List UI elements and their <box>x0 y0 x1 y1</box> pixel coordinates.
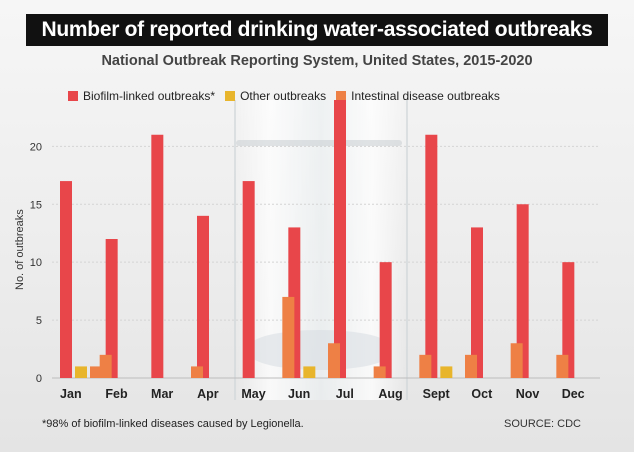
bar-other-sept <box>440 366 453 378</box>
x-tick-label: Nov <box>516 387 540 401</box>
water-glass-rim <box>236 140 402 146</box>
title-banner: Number of reported drinking water-associ… <box>26 14 608 46</box>
bar-intestinal-nov <box>510 343 523 378</box>
y-tick-label: 10 <box>30 257 42 269</box>
chart-subtitle: National Outbreak Reporting System, Unit… <box>101 53 533 69</box>
bar-biofilm-feb <box>105 239 118 378</box>
bar-biofilm-mar <box>151 134 164 378</box>
legend-label-other: Other outbreaks <box>240 89 327 103</box>
legend-label-intestinal: Intestinal disease outbreaks <box>351 89 500 103</box>
legend-item-other: Other outbreaks <box>225 89 326 103</box>
bar-biofilm-jan <box>60 181 72 378</box>
x-tick-label: Dec <box>562 387 585 401</box>
bar-biofilm-apr <box>197 215 209 378</box>
y-tick-label: 0 <box>36 373 42 385</box>
bar-biofilm-dec <box>562 262 575 378</box>
legend: Biofilm-linked outbreaks* Other outbreak… <box>68 88 500 104</box>
x-tick-label: Sept <box>423 387 451 401</box>
bar-intestinal-jun <box>282 296 295 378</box>
x-tick-label: Oct <box>471 387 493 401</box>
y-tick-label: 15 <box>30 199 42 211</box>
x-tick-label: Mar <box>151 387 173 401</box>
bar-intestinal-aug <box>373 366 386 378</box>
bar-biofilm-sept <box>425 134 438 378</box>
water-glass-base <box>250 330 390 370</box>
bar-biofilm-nov <box>516 204 529 378</box>
legend-item-intestinal: Intestinal disease outbreaks <box>336 89 500 103</box>
bar-intestinal-apr <box>191 366 203 378</box>
x-tick-label: Apr <box>197 387 219 401</box>
bar-intestinal-jan <box>90 366 102 378</box>
legend-swatch-biofilm <box>68 91 78 101</box>
source-credit: SOURCE: CDC <box>504 418 582 430</box>
x-tick-label: Feb <box>105 387 128 401</box>
bar-biofilm-may <box>242 181 255 378</box>
legend-swatch-other <box>225 91 236 101</box>
legend-item-biofilm: Biofilm-linked outbreaks* <box>68 89 215 103</box>
legend-swatch-intestinal <box>336 91 347 101</box>
bar-intestinal-dec <box>556 354 569 378</box>
x-tick-label: May <box>241 387 265 401</box>
y-tick-label: 5 <box>36 315 42 327</box>
bar-biofilm-oct <box>471 227 483 378</box>
bar-intestinal-feb <box>99 354 112 378</box>
legend-label-biofilm: Biofilm-linked outbreaks* <box>83 89 216 103</box>
footnote: *98% of biofilm-linked diseases caused b… <box>42 418 304 430</box>
y-tick-label: 20 <box>30 141 42 153</box>
bar-intestinal-oct <box>465 354 477 378</box>
bar-intestinal-jul <box>328 343 340 378</box>
bar-biofilm-aug <box>379 262 392 378</box>
x-tick-label: Jan <box>60 387 82 401</box>
x-tick-label: Aug <box>378 387 402 401</box>
bar-other-jan <box>75 366 87 378</box>
bar-other-jun <box>303 366 316 378</box>
x-tick-label: Jul <box>336 387 354 401</box>
chart-title: Number of reported drinking water-associ… <box>41 18 593 41</box>
bar-biofilm-jul <box>334 100 346 378</box>
bar-intestinal-sept <box>419 354 432 378</box>
x-tick-label: Jun <box>288 387 310 401</box>
